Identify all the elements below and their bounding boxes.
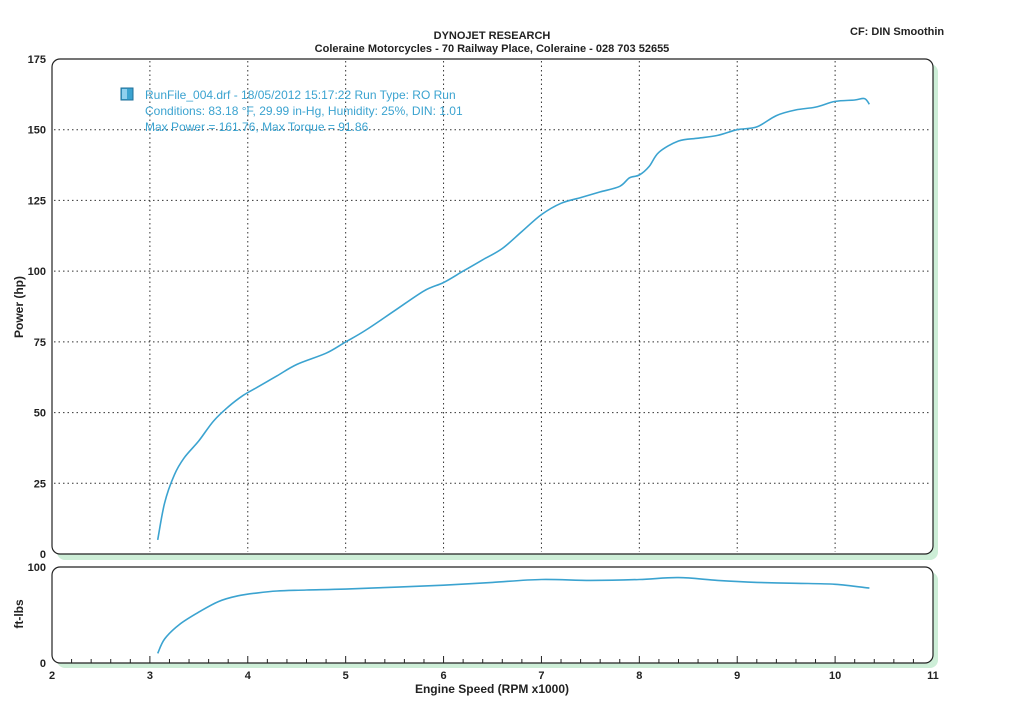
torque-axis-ticks bbox=[71, 656, 914, 663]
power-y-tick-label: 100 bbox=[28, 266, 46, 278]
power-y-axis-title: Power (hp) bbox=[12, 276, 26, 338]
power-y-tick-label: 25 bbox=[34, 478, 46, 490]
power-y-tick-label: 150 bbox=[28, 125, 46, 137]
x-tick-label: 11 bbox=[927, 670, 939, 682]
power-y-tick-labels: 0 25 50 75 100 125 150 175 bbox=[28, 54, 46, 561]
x-tick-label: 6 bbox=[440, 670, 446, 682]
legend-line-3: Max Power = 161.76, Max Torque = 91.86 bbox=[145, 120, 369, 134]
torque-y-tick-label: 0 bbox=[40, 658, 46, 670]
torque-y-tick-labels: 0 100 bbox=[28, 562, 46, 670]
chart-subtitle: Coleraine Motorcycles - 70 Railway Place… bbox=[314, 43, 670, 55]
power-y-tick-label: 125 bbox=[28, 195, 46, 207]
x-tick-label: 8 bbox=[636, 670, 642, 682]
legend-swatch-highlight bbox=[122, 89, 127, 99]
torque-y-axis-title: ft-lbs bbox=[12, 599, 26, 629]
x-tick-labels: 2 3 4 5 6 7 8 9 10 11 bbox=[49, 670, 939, 682]
x-tick-label: 7 bbox=[538, 670, 544, 682]
power-y-tick-label: 50 bbox=[34, 408, 46, 420]
chart-title: DYNOJET RESEARCH bbox=[433, 30, 551, 42]
power-curve bbox=[156, 97, 871, 541]
power-y-tick-label: 175 bbox=[28, 54, 46, 66]
torque-panel bbox=[51, 566, 934, 664]
x-tick-label: 3 bbox=[147, 670, 153, 682]
torque-curve bbox=[156, 576, 870, 654]
x-tick-label: 2 bbox=[49, 670, 55, 682]
torque-y-tick-label: 100 bbox=[28, 562, 46, 574]
power-y-tick-label: 75 bbox=[34, 337, 46, 349]
power-panel bbox=[51, 58, 934, 555]
x-axis-title: Engine Speed (RPM x1000) bbox=[415, 682, 569, 696]
x-tick-label: 10 bbox=[829, 670, 841, 682]
correction-factor-note: CF: DIN Smoothin bbox=[850, 26, 945, 38]
x-tick-label: 5 bbox=[343, 670, 349, 682]
legend-line-2: Conditions: 83.18 °F, 29.99 in-Hg, Humid… bbox=[145, 104, 463, 118]
power-y-tick-label: 0 bbox=[40, 549, 46, 561]
x-tick-label: 4 bbox=[245, 670, 252, 682]
power-grid bbox=[54, 61, 931, 552]
x-tick-label: 9 bbox=[734, 670, 740, 682]
legend-line-1: RunFile_004.drf - 18/05/2012 15:17:22 Ru… bbox=[145, 88, 456, 102]
